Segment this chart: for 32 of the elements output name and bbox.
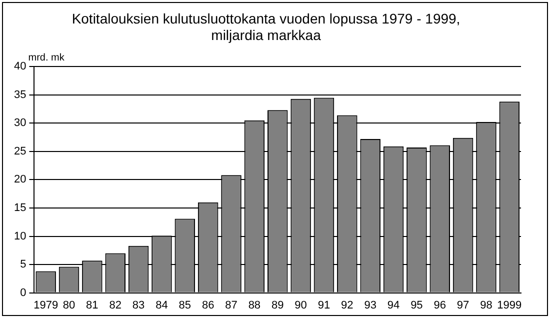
x-tick-label: 1999: [497, 299, 522, 312]
x-tick-label: 82: [109, 299, 122, 312]
x-tick-label: 80: [62, 299, 76, 312]
x-tick-label: 81: [86, 299, 98, 312]
x-tick-label: 98: [480, 299, 492, 312]
y-tick-label: 20: [14, 174, 26, 186]
x-tick-label: 91: [318, 299, 330, 312]
x-tick-label: 88: [248, 299, 261, 312]
x-tick-label: 86: [202, 299, 214, 312]
x-tick-label: 97: [456, 299, 470, 312]
y-axis-title: mrd. mk: [28, 52, 66, 64]
x-tick-label: 87: [225, 299, 238, 312]
x-tick-label: 96: [434, 299, 446, 312]
y-tick-label: 25: [14, 145, 26, 158]
x-tick-label: 1979: [34, 299, 58, 312]
x-tick-label: 95: [410, 299, 423, 312]
x-tick-label: 90: [294, 299, 307, 312]
y-tick-label: 40: [14, 60, 26, 73]
x-tick-label: 92: [341, 299, 354, 312]
x-tick-label: 93: [364, 299, 376, 312]
x-tick-label: 84: [156, 299, 168, 312]
y-tick-label: 0: [20, 286, 26, 299]
y-tick-label: 5: [20, 258, 26, 271]
y-tick-label: 30: [14, 117, 26, 130]
x-tick-label: 85: [178, 299, 192, 312]
x-tick-label: 94: [387, 299, 400, 312]
x-tick-label: 83: [132, 299, 145, 312]
y-tick-label: 10: [14, 230, 26, 242]
y-tick-label: 35: [14, 88, 26, 101]
x-tick-label: 89: [271, 299, 284, 312]
chart-title: Kotitalouksien kulutusluottokanta vuoden lopussa 1979 - 1999, miljardia markkaa: [72, 10, 460, 44]
y-tick-label: 15: [14, 202, 26, 214]
